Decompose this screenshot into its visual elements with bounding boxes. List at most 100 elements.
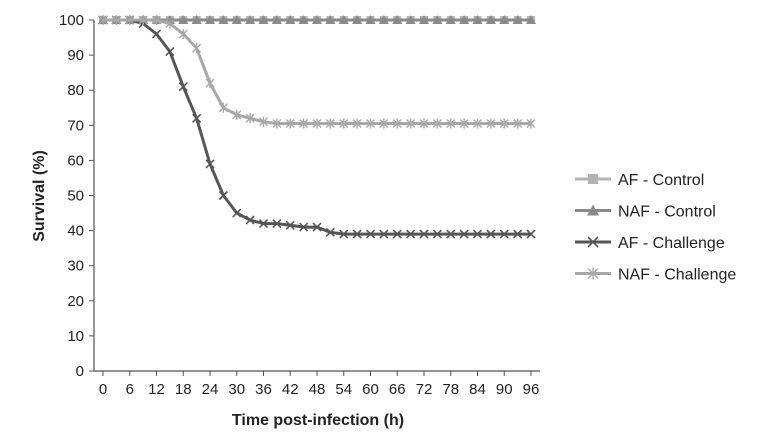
- axes: 0 10 20 30 40 50 60 70 80 90 100 0 6 12 18 24 30 36 42 48 54…: [59, 12, 540, 398]
- y-tick-label: 60: [67, 152, 84, 169]
- legend-marker: [588, 174, 598, 184]
- data-point-marker: [285, 118, 295, 129]
- x-tick-label: 36: [255, 381, 272, 398]
- data-point-marker: [486, 118, 496, 129]
- x-tick-label: 48: [309, 381, 326, 398]
- legend-item: AF - Control: [575, 172, 704, 189]
- data-point-marker: [432, 15, 443, 24]
- data-point-marker: [352, 15, 363, 24]
- data-point-marker: [285, 220, 295, 230]
- data-point-marker: [325, 118, 335, 129]
- data-point-marker: [446, 118, 456, 129]
- data-point-marker: [125, 15, 135, 25]
- data-point-marker: [245, 15, 256, 24]
- data-point-marker: [272, 118, 282, 129]
- legend-label: AF - Control: [618, 172, 704, 189]
- x-tick-label: 84: [469, 381, 486, 398]
- legend: AF - Control NAF - Control AF - Challenge N…: [575, 172, 736, 284]
- data-point-marker: [459, 15, 470, 24]
- data-point-marker: [499, 15, 510, 24]
- data-point-marker: [272, 219, 282, 229]
- data-point-marker: [151, 29, 162, 39]
- data-point-marker: [138, 15, 148, 25]
- data-point-marker: [325, 227, 335, 237]
- data-point-marker: [232, 109, 242, 120]
- data-point-marker: [472, 229, 483, 239]
- data-point-marker: [406, 118, 416, 129]
- data-point-marker: [258, 15, 269, 24]
- data-point-marker: [392, 118, 402, 129]
- data-point-marker: [312, 118, 322, 129]
- data-point-marker: [419, 229, 429, 239]
- legend-label: AF - Challenge: [618, 235, 725, 252]
- data-point-marker: [325, 15, 336, 24]
- legend-item: AF - Challenge: [575, 235, 725, 252]
- x-tick-label: 90: [496, 381, 513, 398]
- series-line: [103, 18, 531, 125]
- data-point-marker: [165, 18, 175, 29]
- data-point-marker: [232, 208, 242, 218]
- data-point-marker: [271, 15, 282, 24]
- data-point-marker: [513, 118, 523, 129]
- data-point-marker: [419, 15, 429, 24]
- data-point-marker: [178, 82, 188, 92]
- data-point-marker: [299, 118, 309, 129]
- legend-item: NAF - Control: [575, 204, 716, 221]
- legend-marker: [587, 204, 599, 216]
- data-point-marker: [339, 118, 349, 129]
- data-point-marker: [379, 229, 389, 239]
- x-tick-label: 0: [99, 381, 107, 398]
- data-point-marker: [285, 15, 296, 24]
- data-point-marker: [98, 15, 108, 25]
- series-layer: [98, 15, 536, 239]
- data-point-marker: [432, 229, 442, 239]
- data-point-marker: [446, 229, 456, 239]
- legend-label: NAF - Control: [618, 204, 716, 221]
- x-tick-label: 96: [523, 381, 540, 398]
- y-axis-title: Survival (%): [31, 150, 48, 242]
- data-point-marker: [259, 116, 268, 127]
- data-point-marker: [299, 222, 309, 232]
- x-tick-label: 18: [175, 381, 192, 398]
- data-point-marker: [205, 159, 215, 169]
- data-point-marker: [378, 15, 389, 24]
- data-point-marker: [419, 118, 429, 129]
- y-tick-label: 20: [67, 293, 84, 310]
- data-point-marker: [338, 15, 349, 24]
- data-point-marker: [218, 15, 229, 24]
- series-naf-challenge: [98, 15, 536, 129]
- y-tick-label: 90: [67, 47, 84, 64]
- x-tick-label: 66: [389, 381, 406, 398]
- data-point-marker: [165, 47, 175, 57]
- data-point-marker: [178, 29, 188, 40]
- data-point-marker: [379, 118, 389, 129]
- x-axis-title: Time post-infection (h): [232, 412, 404, 429]
- data-point-marker: [365, 229, 376, 239]
- data-point-marker: [178, 15, 189, 24]
- data-point-marker: [485, 15, 496, 24]
- data-point-marker: [513, 229, 523, 239]
- data-point-marker: [205, 78, 215, 89]
- data-point-marker: [526, 229, 536, 239]
- data-point-marker: [111, 15, 121, 25]
- x-tick-label: 12: [148, 381, 165, 398]
- data-point-marker: [459, 118, 469, 129]
- x-tick-label: 60: [362, 381, 379, 398]
- y-tick-label: 30: [67, 258, 84, 275]
- data-point-marker: [486, 229, 496, 239]
- data-point-marker: [499, 118, 509, 129]
- legend-marker: [587, 267, 599, 280]
- legend-label: NAF - Challenge: [618, 267, 736, 284]
- data-point-marker: [366, 118, 375, 129]
- data-point-marker: [218, 102, 228, 113]
- x-tick-label: 30: [228, 381, 245, 398]
- x-tick-label: 42: [282, 381, 299, 398]
- data-point-marker: [352, 229, 362, 239]
- data-point-marker: [459, 229, 469, 239]
- x-tick-label: 54: [335, 381, 352, 398]
- data-point-marker: [406, 229, 416, 239]
- y-tick-label: 40: [67, 223, 84, 240]
- data-point-marker: [365, 15, 376, 24]
- data-point-marker: [245, 113, 255, 124]
- data-point-marker: [499, 229, 509, 239]
